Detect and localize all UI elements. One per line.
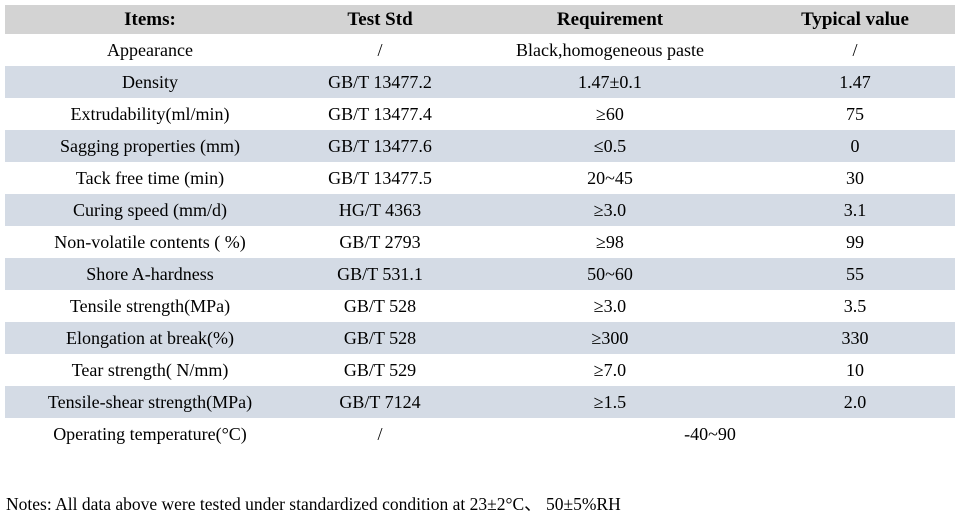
table-row: Tear strength( N/mm) GB/T 529 ≥7.0 10 xyxy=(5,354,955,386)
cell-test-std: GB/T 528 xyxy=(295,290,465,322)
datasheet-page: Items: Test Std Requirement Typical value A… xyxy=(0,5,960,520)
cell-typical-value: 0 xyxy=(755,130,955,162)
cell-typical-value: / xyxy=(755,34,955,66)
cell-test-std: GB/T 13477.2 xyxy=(295,66,465,98)
cell-test-std: GB/T 13477.6 xyxy=(295,130,465,162)
spec-table: Items: Test Std Requirement Typical value A… xyxy=(5,5,955,450)
cell-test-std: GB/T 7124 xyxy=(295,386,465,418)
cell-item: Non-volatile contents ( %) xyxy=(5,226,295,258)
cell-test-std: GB/T 528 xyxy=(295,322,465,354)
table-row: Shore A-hardness GB/T 531.1 50~60 55 xyxy=(5,258,955,290)
table-row: Tack free time (min) GB/T 13477.5 20~45 30 xyxy=(5,162,955,194)
cell-requirement: 50~60 xyxy=(465,258,755,290)
cell-requirement: ≥7.0 xyxy=(465,354,755,386)
cell-typical-value: 1.47 xyxy=(755,66,955,98)
cell-test-std: / xyxy=(295,34,465,66)
cell-test-std: GB/T 13477.5 xyxy=(295,162,465,194)
cell-typical-value: 30 xyxy=(755,162,955,194)
cell-typical-value: 99 xyxy=(755,226,955,258)
cell-requirement: Black,homogeneous paste xyxy=(465,34,755,66)
column-header-typical-value: Typical value xyxy=(755,5,955,34)
column-header-test-std: Test Std xyxy=(295,5,465,34)
column-header-items: Items: xyxy=(5,5,295,34)
cell-test-std: GB/T 531.1 xyxy=(295,258,465,290)
cell-requirement: -40~90 xyxy=(465,418,955,450)
cell-item: Curing speed (mm/d) xyxy=(5,194,295,226)
table-body: Appearance / Black,homogeneous paste / Densi… xyxy=(5,34,955,450)
cell-item: Operating temperature(°C) xyxy=(5,418,295,450)
cell-requirement: ≥3.0 xyxy=(465,290,755,322)
cell-item: Sagging properties (mm) xyxy=(5,130,295,162)
column-header-requirement: Requirement xyxy=(465,5,755,34)
cell-test-std: GB/T 2793 xyxy=(295,226,465,258)
table-row: Sagging properties (mm) GB/T 13477.6 ≤0.5 0 xyxy=(5,130,955,162)
cell-typical-value: 10 xyxy=(755,354,955,386)
cell-item: Tensile-shear strength(MPa) xyxy=(5,386,295,418)
table-row: Density GB/T 13477.2 1.47±0.1 1.47 xyxy=(5,66,955,98)
cell-item: Appearance xyxy=(5,34,295,66)
cell-typical-value: 75 xyxy=(755,98,955,130)
cell-item: Shore A-hardness xyxy=(5,258,295,290)
table-head: Items: Test Std Requirement Typical value xyxy=(5,5,955,34)
cell-requirement: ≥1.5 xyxy=(465,386,755,418)
cell-item: Tear strength( N/mm) xyxy=(5,354,295,386)
cell-item: Extrudability(ml/min) xyxy=(5,98,295,130)
cell-test-std: / xyxy=(295,418,465,450)
cell-item: Tack free time (min) xyxy=(5,162,295,194)
cell-requirement: ≥3.0 xyxy=(465,194,755,226)
table-row: Tensile-shear strength(MPa) GB/T 7124 ≥1.5… xyxy=(5,386,955,418)
cell-typical-value: 2.0 xyxy=(755,386,955,418)
cell-item: Density xyxy=(5,66,295,98)
cell-requirement: 20~45 xyxy=(465,162,755,194)
cell-requirement: ≤0.5 xyxy=(465,130,755,162)
cell-typical-value: 330 xyxy=(755,322,955,354)
table-row: Elongation at break(%) GB/T 528 ≥300 330 xyxy=(5,322,955,354)
cell-typical-value: 3.1 xyxy=(755,194,955,226)
cell-item: Elongation at break(%) xyxy=(5,322,295,354)
cell-test-std: HG/T 4363 xyxy=(295,194,465,226)
notes-text: Notes: All data above were tested under … xyxy=(6,494,621,514)
table-row: Operating temperature(°C) / -40~90 xyxy=(5,418,955,450)
cell-requirement: 1.47±0.1 xyxy=(465,66,755,98)
cell-item: Tensile strength(MPa) xyxy=(5,290,295,322)
cell-typical-value: 55 xyxy=(755,258,955,290)
table-row: Non-volatile contents ( %) GB/T 2793 ≥98 99 xyxy=(5,226,955,258)
table-row: Tensile strength(MPa) GB/T 528 ≥3.0 3.5 xyxy=(5,290,955,322)
cell-test-std: GB/T 13477.4 xyxy=(295,98,465,130)
cell-typical-value: 3.5 xyxy=(755,290,955,322)
cell-requirement: ≥98 xyxy=(465,226,755,258)
cell-requirement: ≥300 xyxy=(465,322,755,354)
table-row: Extrudability(ml/min) GB/T 13477.4 ≥60 75 xyxy=(5,98,955,130)
cell-requirement: ≥60 xyxy=(465,98,755,130)
cell-test-std: GB/T 529 xyxy=(295,354,465,386)
table-row: Appearance / Black,homogeneous paste / xyxy=(5,34,955,66)
table-row: Curing speed (mm/d) HG/T 4363 ≥3.0 3.1 xyxy=(5,194,955,226)
table-header-row: Items: Test Std Requirement Typical value xyxy=(5,5,955,34)
